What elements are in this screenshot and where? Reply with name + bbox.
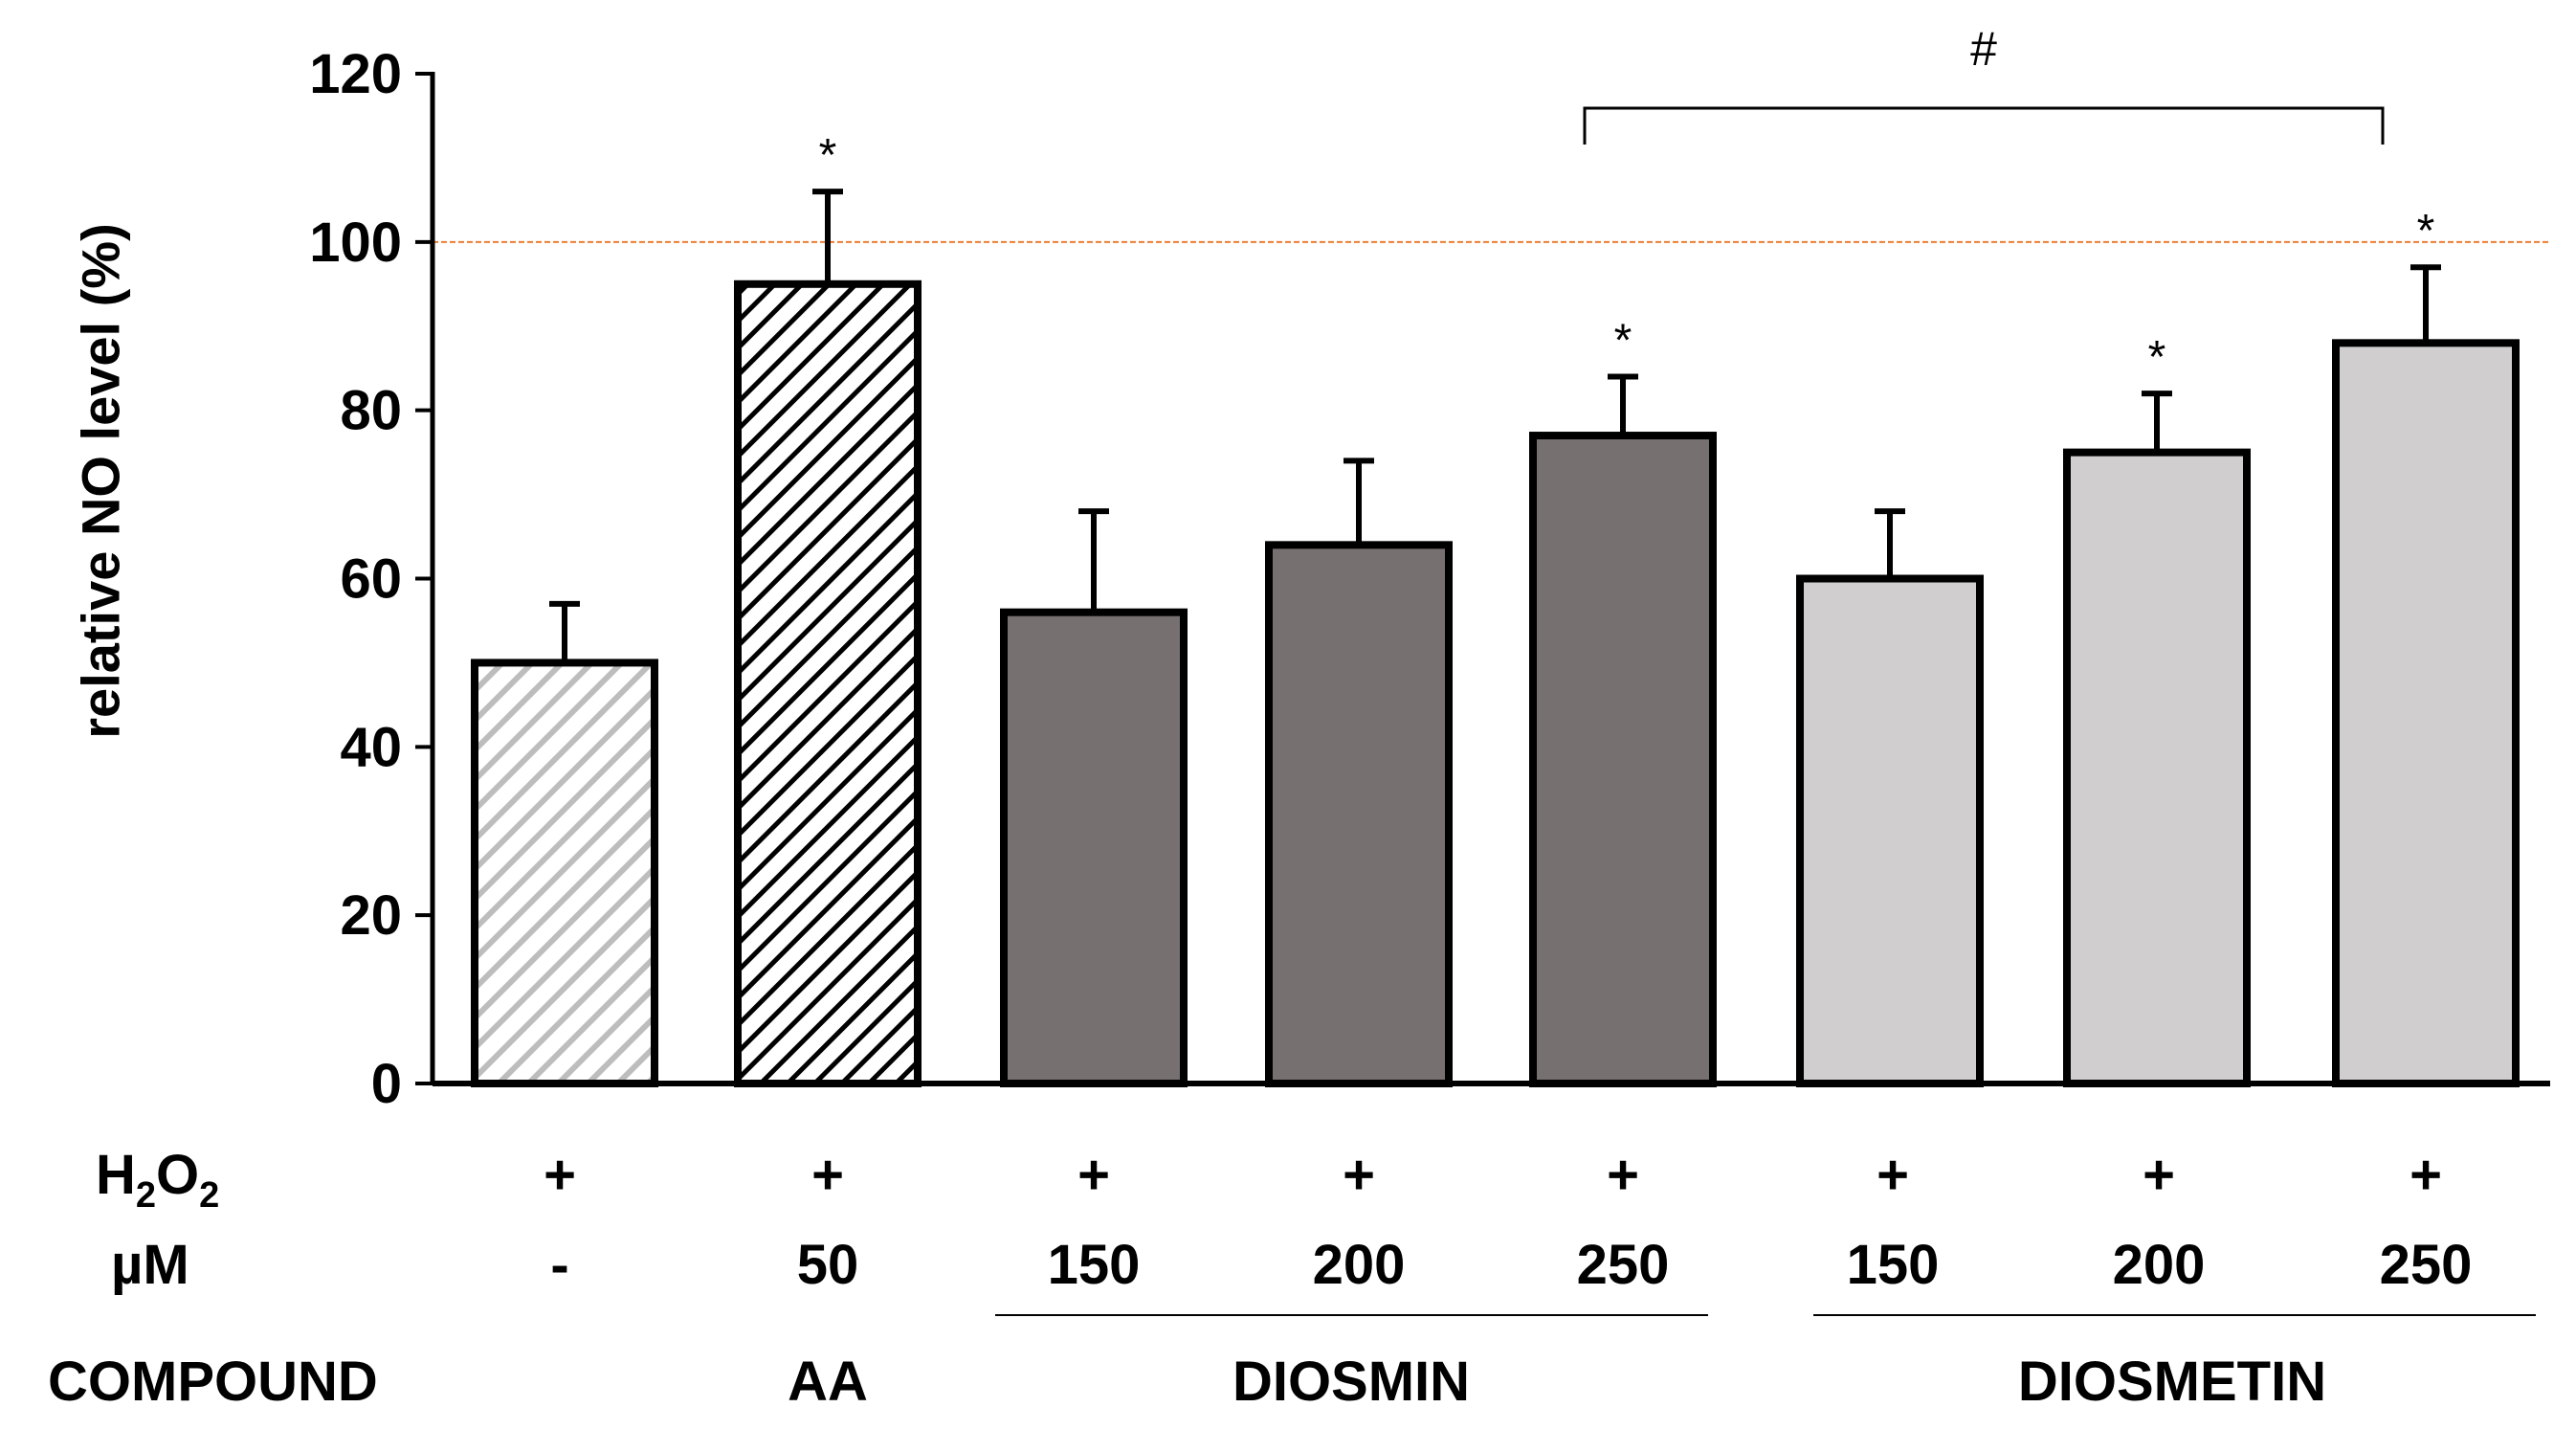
bar-2 (1000, 608, 1188, 1088)
y-tick-label-1: 20 (340, 884, 402, 947)
y-tick-label-4: 80 (340, 380, 402, 442)
diosmin-group-line (995, 1314, 1708, 1316)
compound-diosmetin: DIOSMETIN (2017, 1351, 2327, 1413)
bracket-label: # (1970, 22, 1997, 76)
h2o2-cell-3: + (1343, 1144, 1375, 1206)
h2o2-label-h: H (96, 1144, 136, 1206)
significance-star-6: * (2148, 332, 2166, 383)
um-cell-0: - (550, 1234, 569, 1296)
bar-6 (2063, 448, 2251, 1087)
um-cell-6: 200 (2112, 1234, 2206, 1296)
um-cell-3: 200 (1312, 1234, 1406, 1296)
significance-star-7: * (2417, 206, 2435, 257)
bar-3 (1265, 541, 1453, 1087)
y-tick-label-0: 0 (371, 1053, 402, 1115)
um-cell-5: 150 (1846, 1234, 1940, 1296)
um-cell-4: 250 (1576, 1234, 1670, 1296)
bar-4 (1529, 432, 1717, 1087)
h2o2-cell-0: + (544, 1144, 576, 1206)
um-cell-1: 50 (796, 1234, 859, 1296)
significance-bracket (1583, 106, 2385, 145)
y-tick-label-3: 60 (340, 548, 402, 611)
y-tick-label-5: 100 (309, 212, 402, 274)
y-axis-label: relative NO level (%) (70, 223, 131, 739)
um-cell-7: 250 (2379, 1234, 2473, 1296)
h2o2-label-sub1: 2 (135, 1175, 157, 1216)
y-tick-label-2: 40 (340, 716, 402, 778)
um-row-label: µM (111, 1234, 189, 1296)
h2o2-cell-2: + (1077, 1144, 1110, 1206)
um-cell-2: 150 (1047, 1234, 1141, 1296)
h2o2-cell-1: + (811, 1144, 844, 1206)
compound-aa: AA (788, 1351, 868, 1413)
bar-1 (734, 279, 922, 1087)
h2o2-cell-4: + (1607, 1144, 1639, 1206)
h2o2-cell-6: + (2143, 1144, 2175, 1206)
h2o2-cell-5: + (1876, 1144, 1909, 1206)
significance-star-4: * (1614, 316, 1632, 367)
h2o2-cell-7: + (2409, 1144, 2442, 1206)
h2o2-label-o: O (156, 1144, 200, 1206)
bar-7 (2332, 339, 2520, 1088)
diosmetin-group-line (1813, 1314, 2536, 1316)
y-tick-label-6: 120 (309, 43, 402, 105)
bar-5 (1796, 574, 1984, 1087)
compound-row-label: COMPOUND (48, 1351, 378, 1413)
compound-diosmin: DIOSMIN (1232, 1351, 1471, 1413)
h2o2-row-label: H2O2 (96, 1143, 219, 1216)
bar-0 (471, 659, 658, 1088)
h2o2-label-sub2: 2 (199, 1175, 220, 1216)
significance-star-1: * (819, 130, 837, 181)
